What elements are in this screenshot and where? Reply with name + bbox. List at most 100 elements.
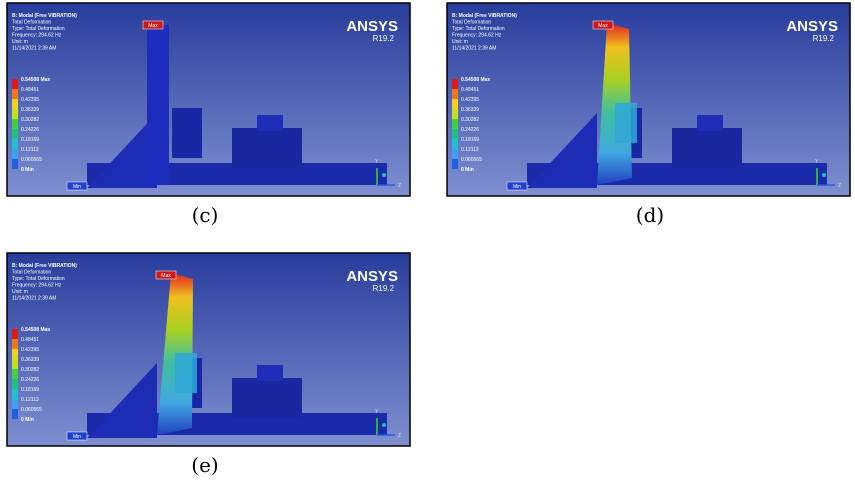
legend-label: 0.42395 (461, 97, 479, 103)
legend-label: 0.54508 Max (461, 77, 490, 83)
ansys-logo: ANSYS (346, 268, 398, 285)
legend-label: 0.42395 (21, 347, 39, 353)
axis-z-label: Z (398, 433, 401, 439)
header-line: Total Deformation (12, 20, 51, 26)
legend-label: 0.48451 (21, 337, 39, 343)
motor-top (697, 115, 723, 131)
axis-z-label: Z (398, 183, 401, 189)
legend-label: 0.12113 (21, 147, 39, 153)
legend-label: 0.060565 (21, 407, 42, 413)
caption: (c) (192, 203, 219, 227)
legend-label: 0.48451 (21, 87, 39, 93)
legend-label: 0.12113 (21, 397, 39, 403)
legend-label: 0.060565 (21, 157, 42, 163)
max-tag: Max (598, 23, 608, 29)
legend-swatch (12, 379, 18, 389)
legend-swatch (12, 89, 18, 99)
legend-swatch (452, 149, 458, 159)
axis-z-label: Z (838, 183, 841, 189)
header-line: Type: Total Deformation (12, 276, 65, 282)
caption: (e) (191, 453, 218, 477)
column (147, 25, 169, 185)
legend-swatch (12, 129, 18, 139)
axis-x (382, 173, 386, 177)
legend-swatch (12, 339, 18, 349)
motor-top (257, 365, 283, 381)
min-tag: Min (513, 184, 521, 190)
motor-body (232, 378, 302, 418)
ansys-logo: ANSYS (346, 18, 398, 35)
legend-swatch (452, 79, 458, 89)
ansys-version: R19.2 (813, 34, 835, 43)
header-line: B: Modal (Free VIBRATION) (12, 263, 77, 269)
axis-x (382, 423, 386, 427)
legend-label: 0.54508 Max (21, 77, 50, 83)
header-line: Type: Total Deformation (12, 26, 65, 32)
ansys-panel: B: Modal (Free VIBRATION)Total Deformati… (7, 3, 410, 196)
legend-label: 0.42395 (21, 97, 39, 103)
motor-body (672, 128, 742, 168)
legend-label: 0.54508 Max (21, 327, 50, 333)
caption: (d) (636, 203, 664, 227)
legend-swatch (12, 139, 18, 149)
legend-label: 0.36339 (21, 107, 39, 113)
legend-swatch (12, 329, 18, 339)
motor-body (232, 128, 302, 168)
legend-swatch (452, 159, 458, 169)
legend-label: 0 Min (461, 167, 474, 173)
ansys-version: R19.2 (373, 284, 395, 293)
min-tag: Min (73, 184, 81, 190)
legend-swatch (452, 139, 458, 149)
max-tag: Max (161, 273, 171, 279)
ansys-panel: B: Modal (Free VIBRATION)Total Deformati… (447, 3, 850, 196)
legend-swatch (12, 359, 18, 369)
motor-top (257, 115, 283, 131)
ansys-version: R19.2 (373, 34, 395, 43)
legend-label: 0.48451 (461, 87, 479, 93)
legend-swatch (12, 389, 18, 399)
header-line: 11/14/2021 2:39 AM (12, 46, 56, 52)
shaft-housing (172, 108, 202, 158)
legend-label: 0 Min (21, 417, 34, 423)
legend-swatch (452, 89, 458, 99)
header-line: Type: Total Deformation (452, 26, 505, 32)
block-deformed (175, 353, 197, 393)
legend-label: 0 Min (21, 167, 34, 173)
ansys-panel: B: Modal (Free VIBRATION)Total Deformati… (7, 253, 410, 446)
legend-swatch (452, 99, 458, 109)
header-line: Total Deformation (12, 270, 51, 276)
legend-label: 0.24226 (21, 127, 39, 133)
header-line: Frequency: 294.62 Hz (12, 33, 62, 39)
legend-label: 0.24226 (21, 377, 39, 383)
legend-label: 0.36339 (461, 107, 479, 113)
legend-label: 0.12113 (461, 147, 479, 153)
header-line: 11/14/2021 2:39 AM (12, 296, 56, 302)
legend-swatch (452, 129, 458, 139)
legend-swatch (12, 119, 18, 129)
axis-x (822, 173, 826, 177)
block-deformed (615, 103, 637, 143)
legend-swatch (12, 109, 18, 119)
header-line: Total Deformation (452, 20, 491, 26)
legend-label: 0.060565 (461, 157, 482, 163)
header-line: Unit: m (12, 289, 28, 295)
header-line: B: Modal (Free VIBRATION) (452, 13, 517, 19)
legend-swatch (452, 109, 458, 119)
legend-label: 0.18169 (21, 137, 39, 143)
header-line: Unit: m (12, 39, 28, 45)
ansys-logo: ANSYS (786, 18, 838, 35)
legend-swatch (12, 369, 18, 379)
max-tag: Max (148, 23, 158, 29)
legend-swatch (12, 349, 18, 359)
legend-label: 0.30282 (21, 367, 39, 373)
legend-label: 0.36339 (21, 357, 39, 363)
legend-swatch (12, 159, 18, 169)
header-line: 11/14/2021 2:39 AM (452, 46, 496, 52)
header-line: B: Modal (Free VIBRATION) (12, 13, 77, 19)
legend-label: 0.30282 (21, 117, 39, 123)
legend-label: 0.18169 (21, 387, 39, 393)
min-tag: Min (73, 434, 81, 440)
legend-label: 0.24226 (461, 127, 479, 133)
legend-swatch (12, 399, 18, 409)
legend-label: 0.18169 (461, 137, 479, 143)
